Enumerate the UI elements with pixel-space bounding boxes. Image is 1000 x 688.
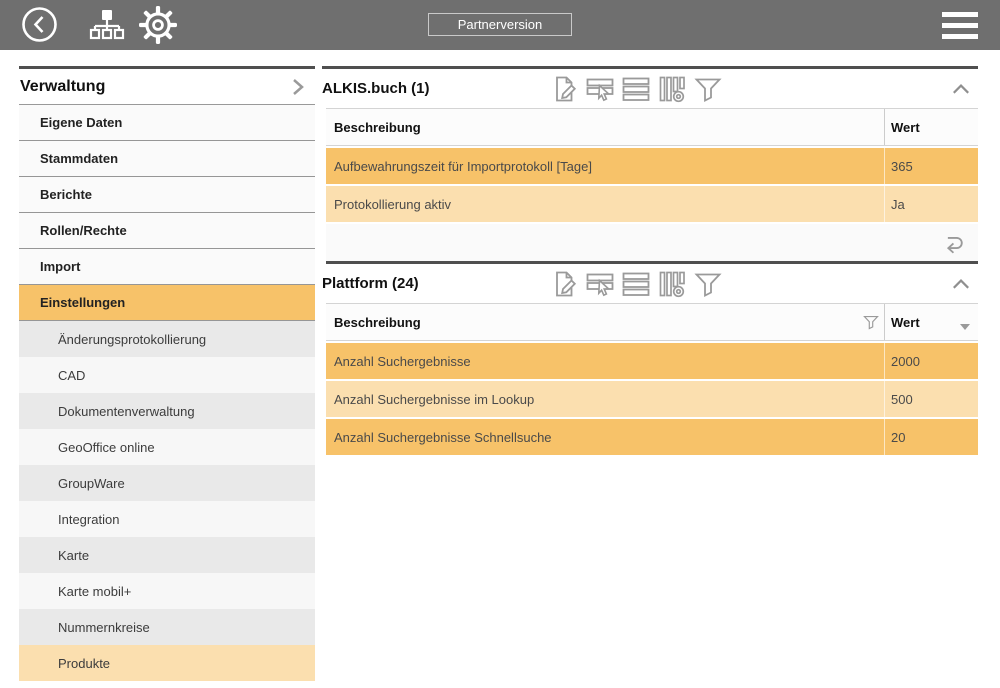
menu-icon bbox=[942, 12, 978, 17]
topbar: Partnerversion bbox=[0, 0, 1000, 50]
chevron-up-icon bbox=[953, 278, 969, 289]
row-value: 20 bbox=[891, 429, 906, 445]
row-description: Anzahl Suchergebnisse im Lookup bbox=[334, 391, 535, 407]
column-header-wert[interactable]: Wert bbox=[885, 304, 978, 340]
sidebar-item-berichte[interactable]: Berichte bbox=[19, 177, 315, 213]
select-rows-icon[interactable] bbox=[586, 270, 614, 298]
row-description: Anzahl Suchergebnisse Schnellsuche bbox=[334, 429, 552, 445]
partnerversion-button[interactable]: Partnerversion bbox=[428, 13, 572, 36]
panel-toolbar bbox=[550, 69, 722, 108]
sidebar-item-import[interactable]: Import bbox=[19, 249, 315, 285]
sidebar-item-produkte[interactable]: Produkte bbox=[19, 645, 315, 681]
sidebar-item-geooffice-online[interactable]: GeoOffice online bbox=[19, 429, 315, 465]
table-header-row: Beschreibung Wert bbox=[326, 108, 978, 146]
sidebar-item-einstellungen[interactable]: Einstellungen bbox=[19, 285, 315, 321]
row-value: Ja bbox=[891, 196, 905, 212]
edit-icon[interactable] bbox=[550, 75, 578, 103]
menu-icon bbox=[942, 23, 978, 28]
filter-small-icon[interactable] bbox=[863, 314, 879, 330]
column-header-beschreibung[interactable]: Beschreibung bbox=[326, 304, 885, 340]
sitemap-button[interactable] bbox=[88, 7, 126, 43]
edit-icon[interactable] bbox=[550, 270, 578, 298]
row-value: 500 bbox=[891, 391, 913, 407]
back-button[interactable] bbox=[21, 6, 58, 43]
sidebar-item-stammdaten[interactable]: Stammdaten bbox=[19, 141, 315, 177]
panel-toolbar bbox=[550, 264, 722, 303]
rows-icon[interactable] bbox=[622, 75, 650, 103]
column-settings-icon[interactable] bbox=[658, 270, 686, 298]
sidebar-title: Verwaltung bbox=[20, 77, 106, 95]
row-value: 365 bbox=[891, 158, 913, 174]
column-header-wert[interactable]: Wert bbox=[891, 119, 920, 135]
sidebar-item-cad[interactable]: CAD bbox=[19, 357, 315, 393]
main-panel-area: ALKIS.buch (1) bbox=[322, 66, 978, 688]
sort-down-icon[interactable] bbox=[960, 324, 970, 330]
undo-button[interactable] bbox=[939, 230, 966, 256]
sidebar-item-rollen-rechte[interactable]: Rollen/Rechte bbox=[19, 213, 315, 249]
panel-title: Plattform (24) bbox=[322, 275, 419, 292]
panel-alkis-header: ALKIS.buch (1) bbox=[322, 69, 978, 108]
sidebar-item-integration[interactable]: Integration bbox=[19, 501, 315, 537]
column-header-beschreibung[interactable]: Beschreibung bbox=[326, 109, 885, 145]
table-row[interactable]: Protokollierung aktiv Ja bbox=[326, 186, 978, 222]
row-description: Anzahl Suchergebnisse bbox=[334, 353, 471, 369]
sidebar: Verwaltung Eigene Daten Stammdaten Beric… bbox=[0, 50, 315, 688]
table-row[interactable]: Anzahl Suchergebnisse im Lookup 500 bbox=[326, 381, 978, 417]
back-icon bbox=[22, 7, 57, 42]
panel-plattform-header: Plattform (24) bbox=[322, 264, 978, 303]
table-header-row: Beschreibung Wert bbox=[326, 303, 978, 341]
table-row[interactable]: Aufbewahrungszeit für Importprotokoll [T… bbox=[326, 148, 978, 184]
sitemap-icon bbox=[89, 10, 125, 40]
plattform-table: Beschreibung Wert Anzahl Suchergebnisse … bbox=[326, 303, 978, 455]
filter-icon[interactable] bbox=[694, 75, 722, 103]
collapse-panel-button[interactable] bbox=[950, 69, 972, 108]
panel-alkis-buch: ALKIS.buch (1) bbox=[322, 69, 978, 264]
sidebar-item-nummernkreise[interactable]: Nummernkreise bbox=[19, 609, 315, 645]
rows-icon[interactable] bbox=[622, 270, 650, 298]
table-row[interactable]: Anzahl Suchergebnisse 2000 bbox=[326, 343, 978, 379]
panel-plattform: Plattform (24) bbox=[322, 264, 978, 455]
chevron-up-icon bbox=[953, 83, 969, 94]
sidebar-item-dokumentenverwaltung[interactable]: Dokumentenverwaltung bbox=[19, 393, 315, 429]
sidebar-item-karte[interactable]: Karte bbox=[19, 537, 315, 573]
select-rows-icon[interactable] bbox=[586, 75, 614, 103]
row-value: 2000 bbox=[891, 353, 920, 369]
panel-footer bbox=[326, 224, 978, 264]
row-description: Protokollierung aktiv bbox=[334, 196, 452, 212]
collapse-panel-button[interactable] bbox=[950, 264, 972, 303]
sidebar-list: Eigene Daten Stammdaten Berichte Rollen/… bbox=[19, 105, 315, 681]
content-area: Verwaltung Eigene Daten Stammdaten Beric… bbox=[0, 50, 1000, 688]
gear-icon bbox=[139, 6, 177, 44]
sidebar-item-karte-mobil[interactable]: Karte mobil+ bbox=[19, 573, 315, 609]
row-description: Aufbewahrungszeit für Importprotokoll [T… bbox=[334, 158, 592, 174]
menu-button[interactable] bbox=[942, 12, 978, 39]
sidebar-item-groupware[interactable]: GroupWare bbox=[19, 465, 315, 501]
column-settings-icon[interactable] bbox=[658, 75, 686, 103]
menu-icon bbox=[942, 34, 978, 39]
alkis-table: Beschreibung Wert Aufbewahrungszeit für … bbox=[326, 108, 978, 264]
panel-title: ALKIS.buch (1) bbox=[322, 80, 430, 97]
filter-icon[interactable] bbox=[694, 270, 722, 298]
settings-button[interactable] bbox=[139, 6, 177, 44]
sidebar-item-eigene-daten[interactable]: Eigene Daten bbox=[19, 105, 315, 141]
sidebar-header[interactable]: Verwaltung bbox=[19, 69, 315, 105]
undo-icon bbox=[946, 236, 963, 253]
chevron-right-icon[interactable] bbox=[289, 76, 307, 98]
sidebar-item-aenderungsprotokollierung[interactable]: Änderungsprotokollierung bbox=[19, 321, 315, 357]
table-row[interactable]: Anzahl Suchergebnisse Schnellsuche 20 bbox=[326, 419, 978, 455]
